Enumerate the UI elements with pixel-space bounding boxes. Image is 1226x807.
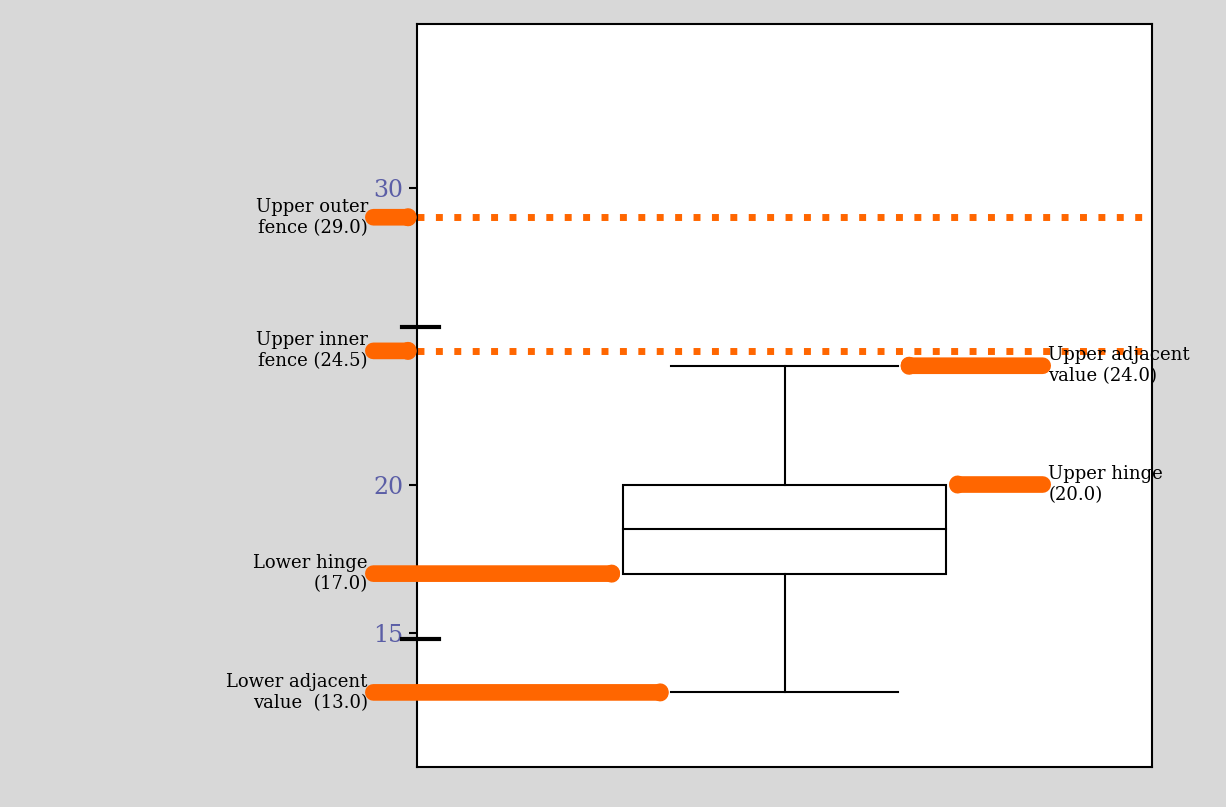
Text: Upper inner
fence (24.5): Upper inner fence (24.5)	[256, 332, 408, 370]
Text: Upper hinge
(20.0): Upper hinge (20.0)	[958, 465, 1163, 504]
Text: Upper outer
fence (29.0): Upper outer fence (29.0)	[255, 198, 408, 236]
Text: Lower adjacent
value  (13.0): Lower adjacent value (13.0)	[227, 673, 661, 712]
Bar	[623, 484, 946, 574]
Text: Upper adjacent
value (24.0): Upper adjacent value (24.0)	[908, 346, 1190, 385]
Text: Lower hinge
(17.0): Lower hinge (17.0)	[254, 554, 612, 593]
